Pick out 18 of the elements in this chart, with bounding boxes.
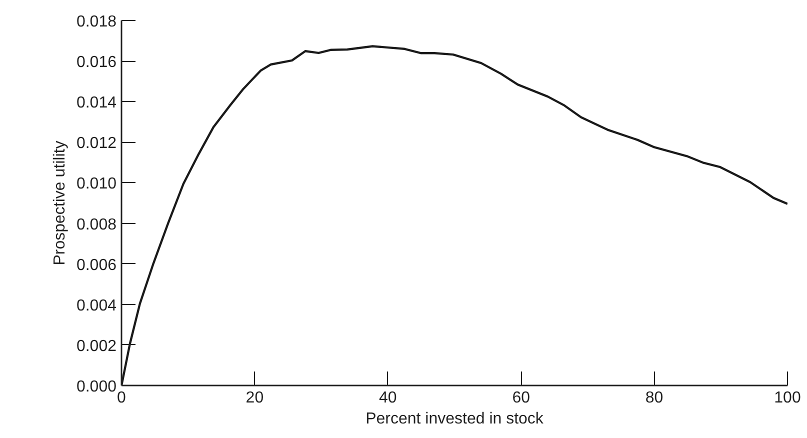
x-tick-label: 0 [117,390,126,406]
y-axis-title: Prospective utility [51,140,68,266]
y-tick-label: 0.010 [76,176,117,193]
x-tick-label: 80 [645,390,664,406]
y-tick-label: 0.014 [76,94,117,112]
x-tick-label: 60 [512,390,530,406]
y-tick-label: 0.012 [76,135,117,152]
y-tick-label: 0.004 [76,297,117,314]
x-tick-label: 100 [774,390,801,406]
y-tick-label: 0.016 [76,54,117,72]
x-axis-title: Percent invested in stock [366,410,544,428]
y-tick-label: 0.000 [76,378,117,396]
y-tick-label: 0.008 [76,216,117,234]
x-tick-label: 20 [246,390,264,406]
y-tick-label: 0.002 [76,338,117,355]
x-tick-label: 40 [379,390,397,406]
y-tick-label: 0.018 [76,14,117,30]
y-tick-label: 0.006 [76,256,117,274]
